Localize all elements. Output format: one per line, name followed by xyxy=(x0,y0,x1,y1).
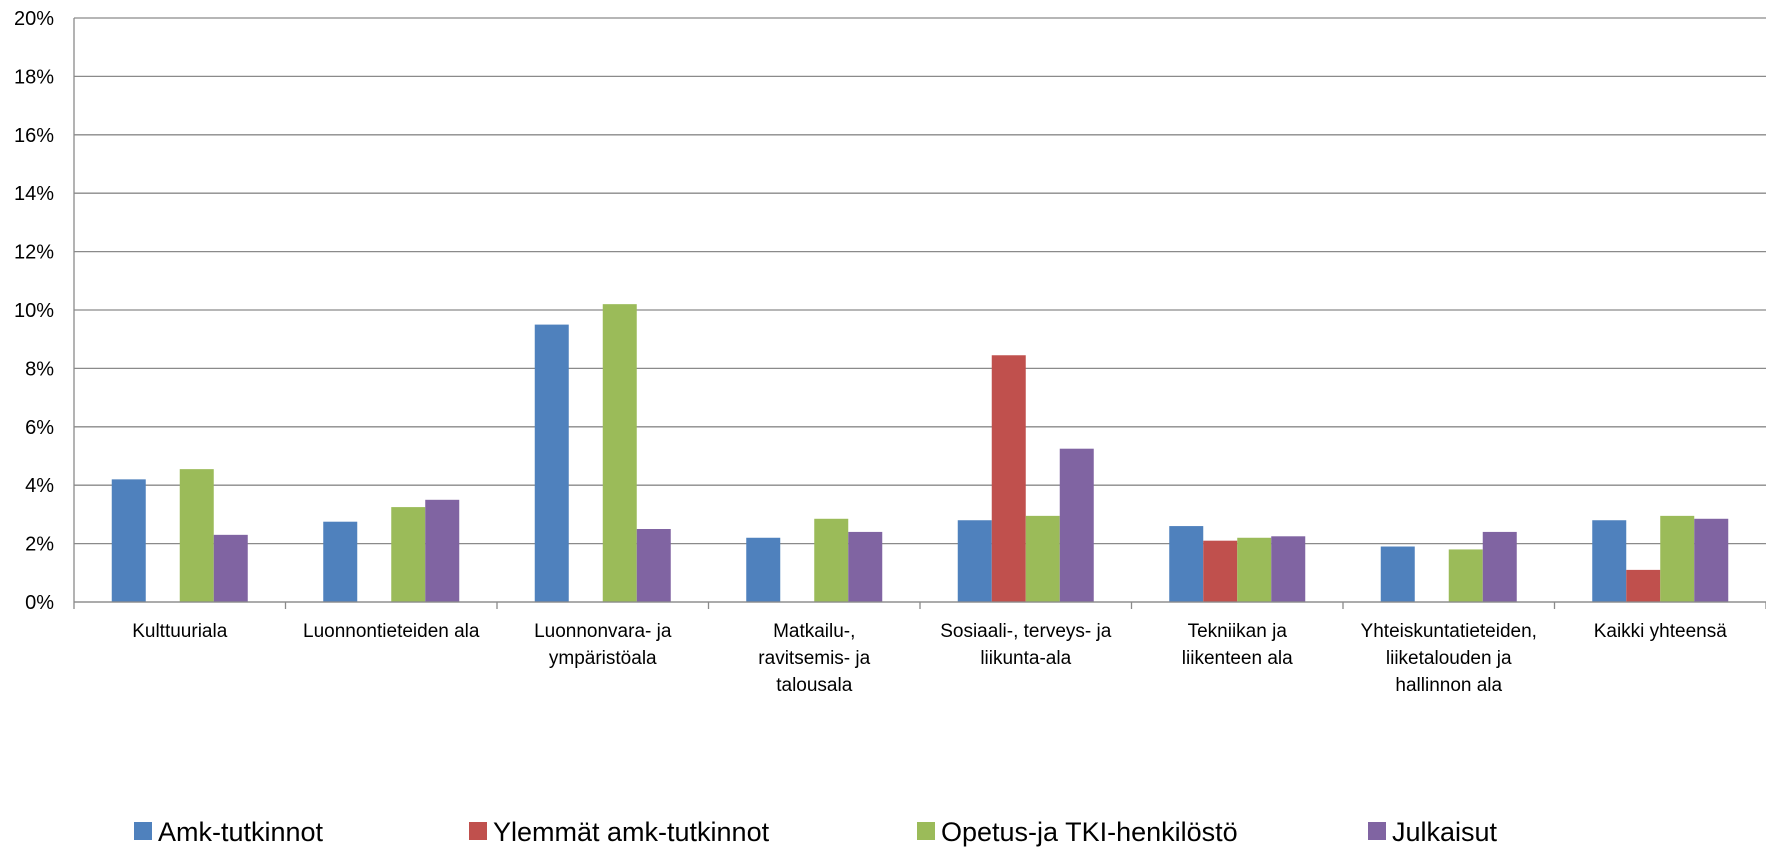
x-category-label: Yhteiskuntatieteiden, liiketalouden ja hal… xyxy=(1361,621,1537,696)
bar xyxy=(534,324,569,602)
bar xyxy=(1448,549,1483,602)
bar xyxy=(814,518,849,602)
legend-swatch xyxy=(134,822,152,840)
bar xyxy=(957,520,992,602)
y-tick-label: 0% xyxy=(25,592,54,614)
bar xyxy=(179,469,214,602)
y-tick-label: 10% xyxy=(14,300,54,322)
y-tick-label: 2% xyxy=(25,534,54,556)
legend-label: Julkaisut xyxy=(1392,817,1498,847)
y-tick-label: 14% xyxy=(14,183,54,205)
bar xyxy=(1380,546,1415,602)
x-category-label: Sosiaali-, terveys- ja liikunta-ala xyxy=(940,621,1111,669)
gridlines xyxy=(74,17,1766,603)
bar xyxy=(111,479,146,602)
legend-label: Opetus-ja TKI-henkilöstö xyxy=(941,817,1238,847)
bar xyxy=(323,521,358,602)
bar xyxy=(1025,515,1060,602)
bar xyxy=(991,355,1026,602)
y-tick-label: 12% xyxy=(14,242,54,264)
bar xyxy=(1482,531,1517,602)
y-tick-label: 8% xyxy=(25,358,54,380)
bar xyxy=(213,534,248,602)
bar xyxy=(848,531,883,602)
y-tick-label: 16% xyxy=(14,125,54,147)
y-tick-label: 4% xyxy=(25,475,54,497)
bar xyxy=(1626,569,1661,602)
bar xyxy=(425,499,460,602)
x-category-label: Luonnonvara- ja ympäristöala xyxy=(534,621,672,669)
x-category-label: Matkailu-, ravitsemis- ja talousala xyxy=(758,621,870,696)
category-labels: Kulttuuriala Luonnontieteiden ala Luonnonv… xyxy=(132,621,1727,696)
x-category-label: Kaikki yhteensä xyxy=(1594,621,1728,642)
bar xyxy=(602,304,637,602)
bars xyxy=(111,304,1729,602)
bar xyxy=(1592,520,1627,602)
bar xyxy=(1203,540,1238,602)
x-category-label: Kulttuuriala xyxy=(132,621,227,642)
bar xyxy=(636,529,671,602)
y-axis-tick-labels: 0% 2% 4% 6% 8% 10% 12% 14% 16% 18% 20% xyxy=(14,8,54,614)
bar xyxy=(1694,518,1729,602)
bar xyxy=(1660,515,1695,602)
x-category-label: Tekniikan ja liikenteen ala xyxy=(1182,621,1293,669)
legend-swatch xyxy=(917,822,935,840)
bar xyxy=(391,507,426,602)
x-category-label: Luonnontieteiden ala xyxy=(303,621,480,642)
bar xyxy=(1237,537,1272,602)
legend-label: Ylemmät amk-tutkinnot xyxy=(493,817,770,847)
legend-swatch xyxy=(1368,822,1386,840)
bar xyxy=(746,537,781,602)
legend: Amk-tutkinnot Ylemmät amk-tutkinnot Opetus… xyxy=(134,817,1498,847)
legend-label: Amk-tutkinnot xyxy=(158,817,324,847)
bar xyxy=(1059,448,1094,602)
x-axis xyxy=(73,18,1766,609)
legend-swatch xyxy=(469,822,487,840)
y-tick-label: 20% xyxy=(14,8,54,30)
y-tick-label: 6% xyxy=(25,417,54,439)
y-tick-label: 18% xyxy=(14,66,54,88)
bar xyxy=(1271,536,1306,602)
bar xyxy=(1169,526,1204,602)
